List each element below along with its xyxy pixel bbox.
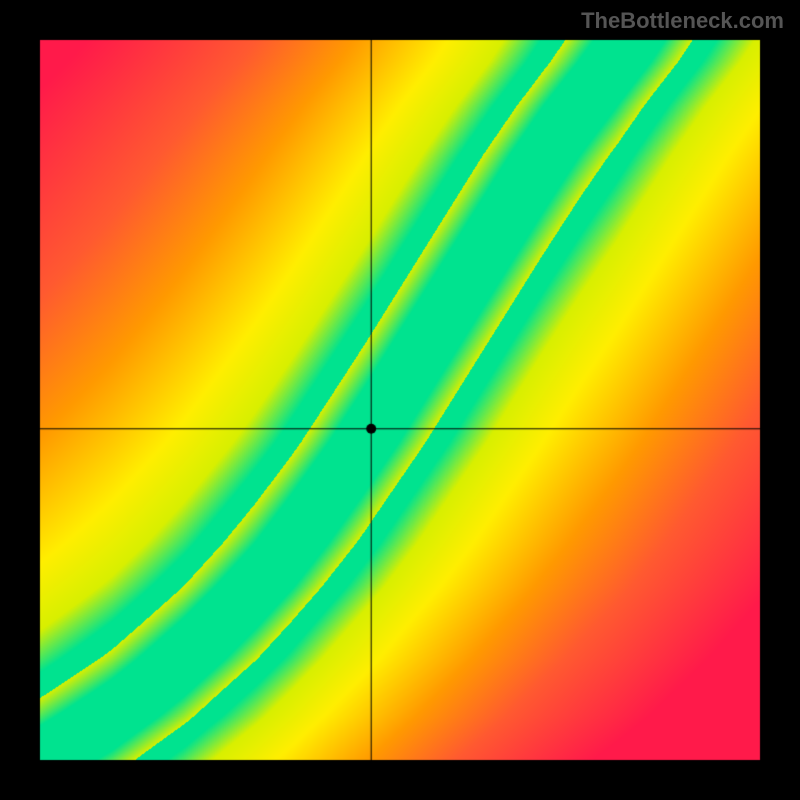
- chart-container: TheBottleneck.com: [0, 0, 800, 800]
- bottleneck-heatmap: [0, 0, 800, 800]
- watermark-text: TheBottleneck.com: [581, 8, 784, 34]
